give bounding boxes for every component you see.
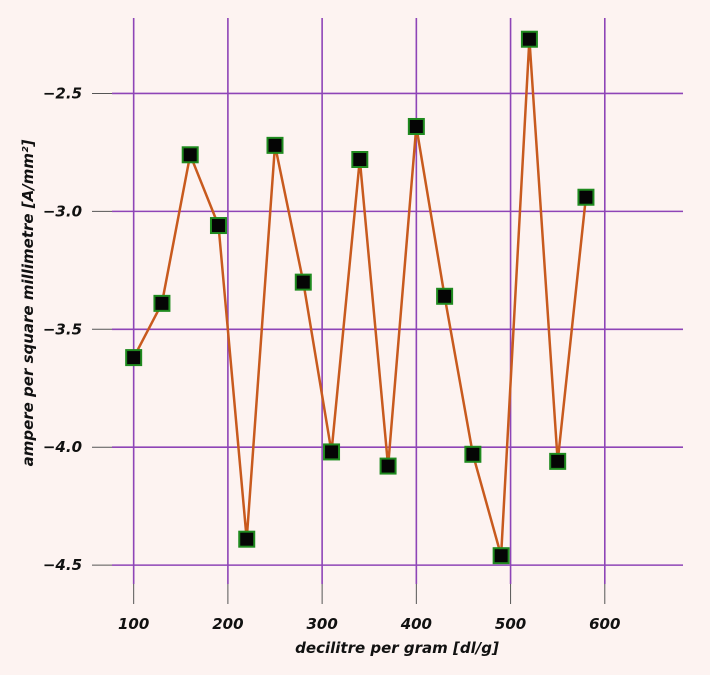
data-point-marker	[209, 217, 227, 235]
y-tick-label: −4.5	[43, 556, 82, 574]
x-tick-label: 500	[495, 615, 526, 633]
x-tick-label: 200	[212, 615, 243, 633]
y-tick-label: −2.5	[43, 84, 82, 102]
y-tick-label: −3.5	[43, 320, 82, 338]
data-point-marker	[492, 547, 510, 565]
y-tick-label: −3.0	[43, 202, 82, 220]
data-point-marker	[125, 349, 143, 367]
data-point-marker	[323, 443, 341, 461]
data-point-marker	[266, 136, 284, 154]
data-point-marker	[153, 294, 171, 312]
data-point-marker	[238, 530, 256, 548]
data-point-marker	[549, 452, 567, 470]
series-markers	[125, 30, 595, 565]
axis-ticks	[92, 92, 606, 604]
series-line	[132, 37, 588, 557]
data-point-marker	[351, 151, 369, 168]
x-tick-label: 300	[306, 615, 337, 633]
data-point-marker	[407, 117, 425, 135]
tick-labels: 100 200 300 400 500 600 −4.5 −4.0 −3.5 −3.0 −2.5	[43, 84, 621, 633]
data-point-marker	[520, 30, 538, 48]
grid-lines	[112, 18, 683, 584]
data-point-marker	[577, 188, 595, 206]
data-point-marker	[294, 273, 312, 291]
data-point-marker	[379, 457, 397, 475]
series-line-layer	[132, 37, 588, 557]
data-point-marker	[436, 287, 454, 305]
y-axis-title: ampere per square millimetre [A/mm²]	[19, 139, 37, 466]
x-tick-label: 400	[400, 615, 432, 633]
x-tick-label: 600	[589, 615, 620, 633]
y-tick-label: −4.0	[43, 438, 82, 456]
x-axis-title: decilitre per gram [dl/g]	[295, 639, 499, 657]
data-point-marker	[181, 146, 199, 164]
data-point-marker	[464, 445, 482, 463]
x-tick-label: 100	[118, 615, 149, 633]
